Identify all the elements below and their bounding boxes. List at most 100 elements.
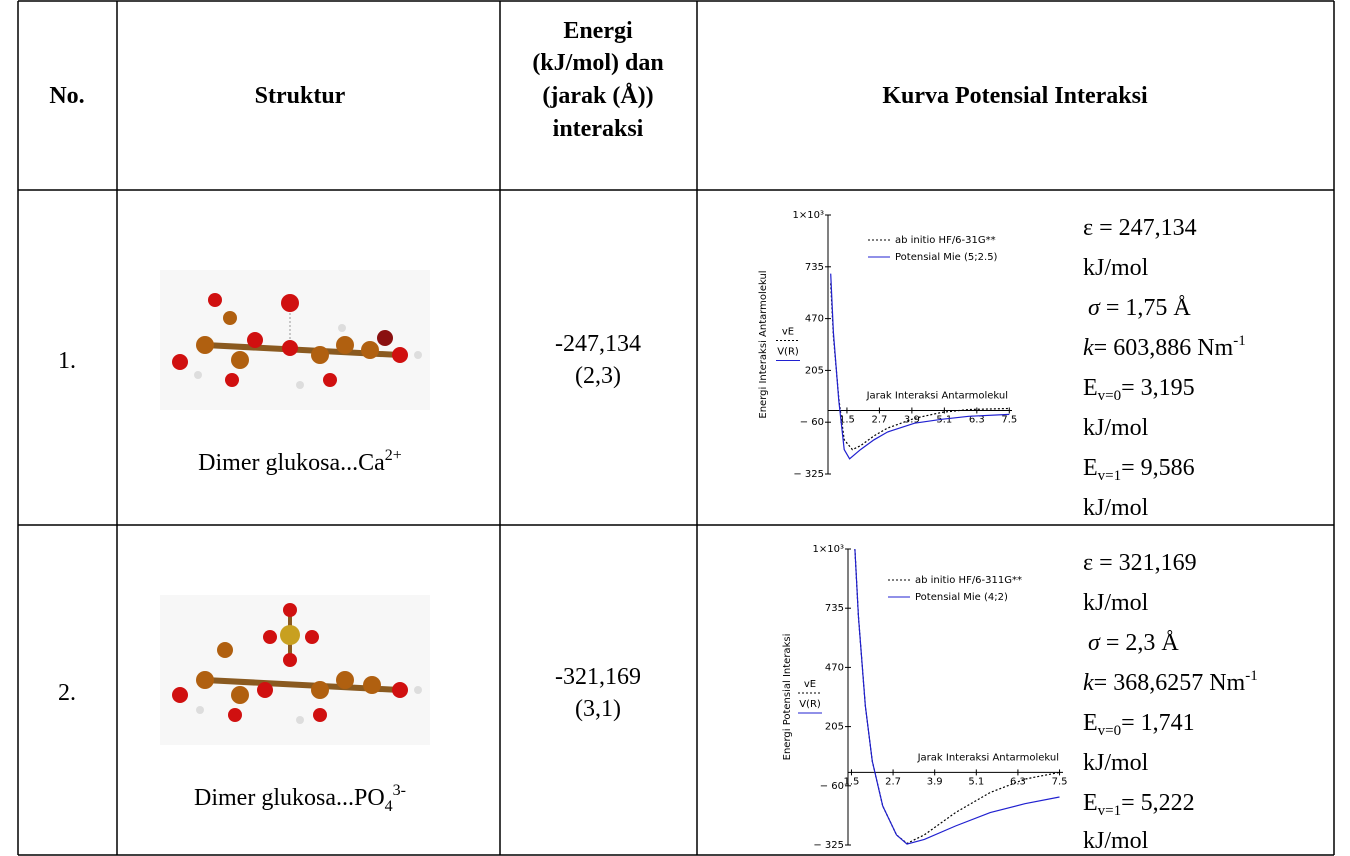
y-tick-label: 470 (825, 662, 844, 673)
parameter: k= 603,886 Nm-1 (1083, 333, 1246, 361)
atom (225, 373, 239, 387)
exponent: -1 (1245, 668, 1258, 684)
atom (263, 630, 277, 644)
header-cell: Energi (563, 18, 633, 44)
atom (228, 708, 242, 722)
atom (282, 340, 298, 356)
row-number: 1. (58, 348, 76, 374)
atom (223, 311, 237, 325)
symbol: σ (1088, 630, 1101, 656)
value: = 1,741 (1121, 710, 1195, 736)
value: = 5,222 (1121, 790, 1195, 816)
x-tick-label: 2.7 (885, 776, 901, 787)
y-tick-label: 1×10³ (813, 544, 844, 555)
caption-sup: 3- (393, 782, 406, 799)
energy-value: -321,169 (555, 664, 641, 690)
value: = 3,195 (1121, 375, 1195, 401)
y-tick-label: − 325 (793, 469, 824, 480)
atom (194, 371, 202, 379)
x-tick-label: 2.7 (871, 414, 887, 425)
legend-label: ab initio HF/6-311G** (915, 575, 1022, 586)
caption-text: Dimer glukosa...PO (194, 785, 385, 811)
value: = 2,3 Å (1106, 630, 1180, 656)
x-tick-label: 5.1 (968, 776, 984, 787)
side-label: V(R) (777, 347, 799, 358)
header-cell: (jarak (Å)) (542, 83, 653, 109)
atom (281, 294, 299, 312)
energy-value: -247,134 (555, 331, 641, 357)
side-label: vE (782, 327, 794, 338)
atom (196, 336, 214, 354)
header-cell: No. (49, 83, 84, 109)
side-label: vE (804, 679, 816, 690)
y-tick-label: 1×10³ (793, 210, 824, 221)
y-tick-label: 205 (805, 365, 824, 376)
parameter: kJ/mol (1083, 590, 1149, 616)
parameter: k= 368,6257 Nm-1 (1083, 668, 1258, 696)
symbol: σ (1088, 295, 1101, 321)
molecule-background (160, 595, 430, 745)
value: = 603,886 Nm (1094, 335, 1234, 361)
atom (313, 708, 327, 722)
parameter: kJ/mol (1083, 415, 1149, 441)
side-label: V(R) (799, 699, 821, 710)
subscript: v=1 (1098, 468, 1121, 484)
subscript: v=1 (1098, 803, 1121, 819)
atom (392, 347, 408, 363)
y-tick-label: − 60 (820, 781, 844, 792)
atom (311, 346, 329, 364)
y-tick-label: − 325 (813, 840, 844, 851)
x-axis-label: Jarak Interaksi Antarmolekul (917, 752, 1059, 763)
parameter: kJ/mol (1083, 495, 1149, 521)
structure-caption: Dimer glukosa...Ca2+ (198, 447, 402, 476)
x-tick-label: 7.5 (1001, 414, 1017, 425)
symbol: E (1083, 455, 1098, 481)
y-tick-label: 470 (805, 314, 824, 325)
atom (208, 293, 222, 307)
atom (311, 681, 329, 699)
exponent: -1 (1233, 333, 1246, 349)
symbol: k (1083, 335, 1094, 361)
x-tick-label: 1.5 (844, 776, 860, 787)
atom (296, 716, 304, 724)
atom (361, 341, 379, 359)
atom (392, 682, 408, 698)
parameter: ε = 321,169 (1083, 550, 1197, 576)
x-axis-label: Jarak Interaksi Antarmolekul (866, 390, 1008, 401)
x-tick-label: 3.9 (927, 776, 943, 787)
atom (247, 332, 263, 348)
subscript: v=0 (1098, 723, 1121, 739)
atom (231, 686, 249, 704)
row-number: 2. (58, 680, 76, 706)
atom (217, 642, 233, 658)
subscript: v=0 (1098, 388, 1121, 404)
y-tick-label: 205 (825, 722, 844, 733)
legend-label: ab initio HF/6-31G** (895, 235, 996, 246)
caption-sub: 4 (385, 798, 393, 815)
header-cell: (kJ/mol) dan (532, 50, 663, 76)
atom (280, 625, 300, 645)
caption-sup: 2+ (385, 447, 402, 464)
atom (283, 653, 297, 667)
value: = 368,6257 Nm (1094, 670, 1246, 696)
molecule-image (160, 595, 430, 745)
atom (336, 671, 354, 689)
atom (172, 354, 188, 370)
atom (305, 630, 319, 644)
y-axis-label: Energi Interaksi Antarmolekul (758, 270, 769, 418)
y-tick-label: − 60 (800, 417, 824, 428)
y-axis-label: Energi Potensial Interaksi (782, 634, 793, 761)
atom (231, 351, 249, 369)
atom (172, 687, 188, 703)
atom (196, 706, 204, 714)
atom (414, 686, 422, 694)
atom (296, 381, 304, 389)
symbol: E (1083, 375, 1098, 401)
distance-value: (3,1) (575, 696, 621, 722)
atom (336, 336, 354, 354)
parameter: ε = 247,134 (1083, 215, 1197, 241)
molecule-image (160, 270, 430, 410)
atom (363, 676, 381, 694)
legend-label: Potensial Mie (5;2.5) (895, 252, 998, 263)
document: No. Struktur Energi (kJ/mol) dan (jarak … (0, 0, 1350, 856)
